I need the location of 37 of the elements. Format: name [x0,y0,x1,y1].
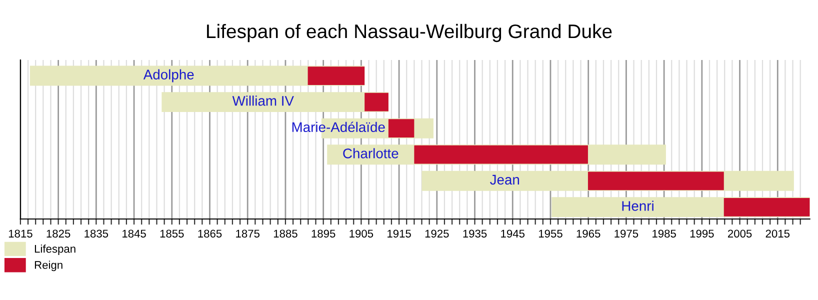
bar [162,92,388,112]
x-tick-label: 1875 [236,230,260,238]
bar [388,119,414,138]
y-tick-label: William IV [232,96,294,106]
x-tick-label: 1955 [538,230,562,238]
x-tick-label: 1985 [652,230,676,238]
x-tick-label: 1815 [8,230,32,238]
x-tick-label: 1995 [690,230,714,238]
y-tick-label: Adolphe [143,69,194,82]
y-tick-label: Marie-Adélaïde [292,122,385,132]
x-tick-label: 1825 [46,230,70,238]
x-tick-label: 1895 [312,230,336,238]
y-tick-label: Henri [622,200,654,211]
y-tick-label: Charlotte [343,148,398,158]
x-tick-label: 1835 [84,230,108,238]
bar [724,198,810,216]
x-tick-label: 1905 [350,230,374,238]
x-tick-label: 2015 [766,230,790,238]
x-tick-label: 1885 [274,230,298,238]
x-tick-label: 1915 [388,230,411,238]
x-tick-label: 1865 [198,230,222,238]
x-tick-label: 1845 [122,230,146,238]
x-tick-label: 1945 [501,230,525,238]
x-tick-label: 1965 [576,230,600,238]
legend-label: Lifespan [34,244,76,255]
x-tick-label: 1925 [425,230,449,238]
bar [414,145,588,164]
x-tick-label: 1935 [463,230,487,238]
x-tick-label: 1855 [160,230,184,238]
x-tick-label: 2005 [728,230,752,238]
x-tick-label: 1975 [614,230,638,238]
chart-title: Lifespan of each Nassau-Weilburg Grand Duke [207,24,612,42]
bar [588,172,724,190]
legend-label: Reign [34,260,62,272]
y-tick-label: Jean [490,174,520,185]
bar [364,92,388,112]
bar [308,66,365,85]
